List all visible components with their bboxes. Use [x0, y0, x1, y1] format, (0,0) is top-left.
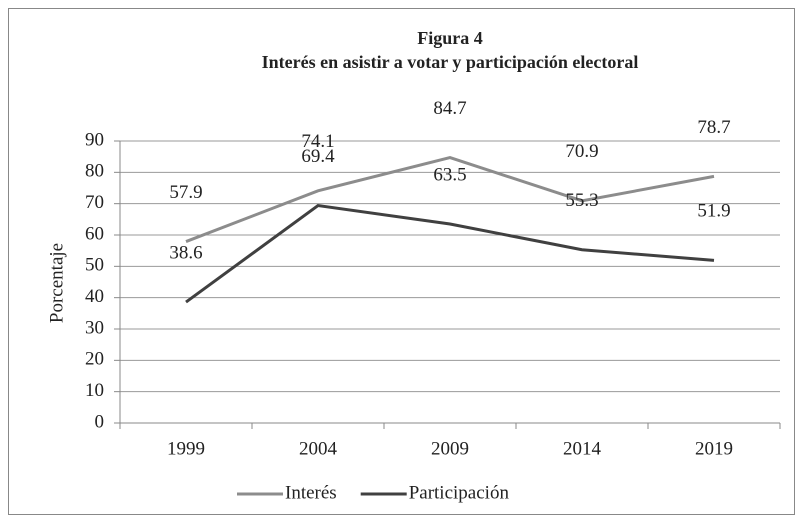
x-tick-label: 2019	[695, 438, 733, 459]
data-label: 70.9	[565, 141, 598, 162]
y-tick-label: 40	[85, 286, 104, 307]
x-tick-label: 2014	[563, 438, 602, 459]
y-tick-label: 90	[85, 129, 104, 150]
data-label: 51.9	[697, 201, 730, 222]
x-tick-label: 1999	[167, 438, 205, 459]
y-tick-label: 10	[85, 380, 104, 401]
chart-frame	[8, 8, 795, 515]
x-tick-label: 2009	[431, 438, 469, 459]
data-label: 74.1	[301, 131, 334, 152]
y-tick-label: 50	[85, 255, 104, 276]
y-tick-label: 0	[95, 411, 105, 432]
data-label: 38.6	[169, 242, 202, 263]
data-label: 55.3	[565, 190, 598, 211]
data-label: 78.7	[697, 117, 730, 138]
y-tick-label: 60	[85, 223, 104, 244]
y-tick-label: 30	[85, 317, 104, 338]
data-label: 63.5	[433, 164, 466, 185]
data-label: 69.4	[301, 146, 335, 167]
y-tick-label: 20	[85, 349, 104, 370]
chart-title: Figura 4	[417, 28, 483, 48]
data-label: 57.9	[169, 182, 202, 203]
chart-subtitle: Interés en asistir a votar y participaci…	[262, 52, 639, 72]
series-line	[185, 156, 715, 243]
series-line	[185, 203, 715, 304]
legend-label: Interés	[285, 482, 337, 503]
data-label: 84.7	[433, 98, 466, 119]
x-tick-label: 2004	[299, 438, 338, 459]
y-tick-label: 80	[85, 161, 104, 182]
y-axis-label: Porcentaje	[46, 243, 67, 323]
y-tick-label: 70	[85, 192, 104, 213]
legend-label: Participación	[409, 482, 510, 503]
